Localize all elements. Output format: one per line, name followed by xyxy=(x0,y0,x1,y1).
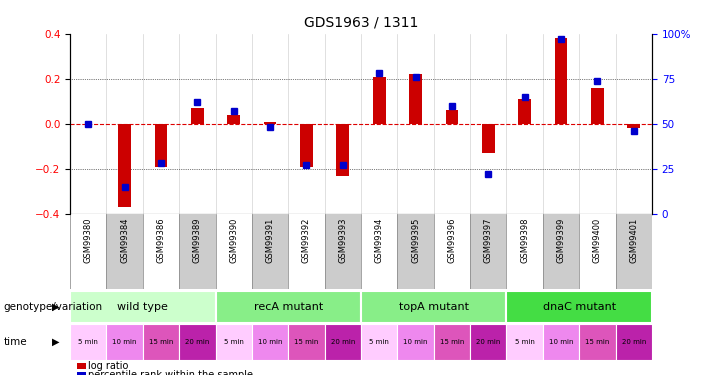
Bar xyxy=(118,124,131,207)
Text: GDS1963 / 1311: GDS1963 / 1311 xyxy=(304,15,418,29)
Text: 10 min: 10 min xyxy=(549,339,573,345)
Text: GSM99396: GSM99396 xyxy=(447,217,456,263)
Bar xyxy=(615,324,652,360)
Text: GSM99390: GSM99390 xyxy=(229,217,238,263)
Text: 5 min: 5 min xyxy=(369,339,389,345)
Bar xyxy=(179,324,216,360)
Bar xyxy=(155,124,168,166)
Text: 20 min: 20 min xyxy=(331,339,355,345)
Bar xyxy=(300,124,313,166)
Text: GSM99391: GSM99391 xyxy=(266,217,275,263)
Bar xyxy=(518,99,531,124)
Text: GSM99400: GSM99400 xyxy=(593,217,602,263)
Text: GSM99384: GSM99384 xyxy=(120,217,129,263)
Text: 20 min: 20 min xyxy=(185,339,210,345)
Bar xyxy=(107,214,143,289)
Text: GSM99380: GSM99380 xyxy=(84,217,93,263)
Text: 20 min: 20 min xyxy=(622,339,646,345)
Bar xyxy=(325,214,361,289)
Bar xyxy=(288,324,325,360)
Text: GSM99389: GSM99389 xyxy=(193,217,202,263)
Text: wild type: wild type xyxy=(117,302,168,312)
Bar xyxy=(434,324,470,360)
Bar xyxy=(470,214,506,289)
Text: 10 min: 10 min xyxy=(403,339,428,345)
Text: 10 min: 10 min xyxy=(258,339,283,345)
Text: dnaC mutant: dnaC mutant xyxy=(543,302,615,312)
Text: 20 min: 20 min xyxy=(476,339,501,345)
Text: time: time xyxy=(4,337,27,347)
Bar xyxy=(216,214,252,289)
Bar xyxy=(579,214,615,289)
Text: 15 min: 15 min xyxy=(440,339,464,345)
Text: GSM99398: GSM99398 xyxy=(520,217,529,263)
Bar xyxy=(361,214,397,289)
Text: topA mutant: topA mutant xyxy=(399,302,469,312)
Bar xyxy=(143,324,179,360)
Text: 5 min: 5 min xyxy=(515,339,535,345)
Bar xyxy=(579,324,615,360)
Bar xyxy=(325,324,361,360)
Text: log ratio: log ratio xyxy=(88,361,128,370)
Bar xyxy=(554,38,567,124)
Text: 15 min: 15 min xyxy=(149,339,173,345)
Bar xyxy=(361,324,397,360)
Bar xyxy=(482,124,495,153)
Text: 10 min: 10 min xyxy=(112,339,137,345)
Text: ▶: ▶ xyxy=(52,337,60,347)
Text: percentile rank within the sample: percentile rank within the sample xyxy=(88,370,252,375)
Bar xyxy=(179,214,216,289)
Bar xyxy=(409,74,422,124)
Bar xyxy=(543,324,579,360)
Bar xyxy=(143,214,179,289)
Bar xyxy=(252,214,288,289)
Bar xyxy=(506,324,543,360)
Bar xyxy=(107,324,143,360)
Text: 5 min: 5 min xyxy=(224,339,244,345)
Text: GSM99386: GSM99386 xyxy=(156,217,165,263)
Bar xyxy=(591,88,604,124)
Bar xyxy=(216,324,252,360)
Bar xyxy=(252,324,288,360)
Text: 5 min: 5 min xyxy=(79,339,98,345)
Bar xyxy=(70,291,216,322)
Bar xyxy=(70,214,107,289)
Bar xyxy=(615,214,652,289)
Bar xyxy=(216,291,361,322)
Text: GSM99392: GSM99392 xyxy=(302,217,311,263)
Text: GSM99394: GSM99394 xyxy=(375,217,383,263)
Bar xyxy=(543,214,579,289)
Bar xyxy=(373,76,386,124)
Bar xyxy=(397,214,434,289)
Text: GSM99397: GSM99397 xyxy=(484,217,493,263)
Text: GSM99393: GSM99393 xyxy=(339,217,347,263)
Bar xyxy=(397,324,434,360)
Bar xyxy=(227,115,240,124)
Bar xyxy=(434,214,470,289)
Bar xyxy=(361,291,507,322)
Text: 15 min: 15 min xyxy=(585,339,610,345)
Text: GSM99401: GSM99401 xyxy=(629,217,638,263)
Bar xyxy=(446,110,458,124)
Bar xyxy=(336,124,349,176)
Text: GSM99399: GSM99399 xyxy=(557,217,566,263)
Text: 15 min: 15 min xyxy=(294,339,319,345)
Text: genotype/variation: genotype/variation xyxy=(4,302,102,312)
Text: GSM99395: GSM99395 xyxy=(411,217,420,263)
Bar xyxy=(506,291,652,322)
Text: ▶: ▶ xyxy=(52,302,60,312)
Text: recA mutant: recA mutant xyxy=(254,302,323,312)
Bar xyxy=(264,122,276,124)
Bar xyxy=(627,124,640,128)
Bar xyxy=(470,324,506,360)
Bar xyxy=(288,214,325,289)
Bar xyxy=(506,214,543,289)
Bar xyxy=(191,108,204,124)
Bar xyxy=(70,324,107,360)
